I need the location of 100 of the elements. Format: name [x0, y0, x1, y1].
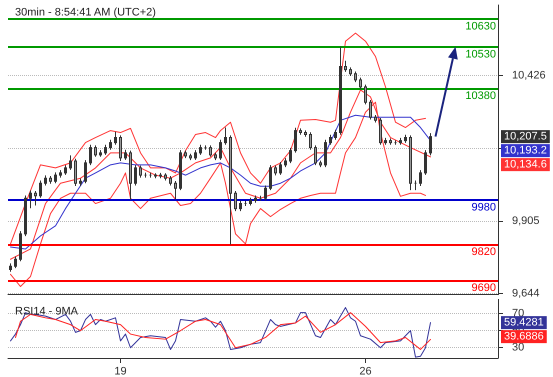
- candlestick: [229, 134, 232, 245]
- text: RSI14 - 9MA: [15, 306, 79, 318]
- x-tick-label: 26: [359, 366, 372, 377]
- candlestick: [94, 144, 97, 158]
- candlestick: [189, 153, 192, 161]
- candlestick: [139, 165, 142, 178]
- candlestick: [419, 170, 422, 187]
- candlestick: [144, 172, 147, 178]
- y-tick-label: 9,644: [512, 288, 540, 300]
- candlestick: [69, 154, 72, 170]
- candlestick: [79, 178, 82, 187]
- candlestick: [299, 128, 302, 136]
- ref-line-label: 10530: [465, 48, 496, 60]
- candlestick: [104, 144, 107, 156]
- candlestick: [244, 200, 247, 207]
- candlestick: [124, 149, 127, 160]
- candlestick: [84, 160, 87, 184]
- candlestick: [269, 164, 272, 191]
- candlestick: [39, 180, 42, 198]
- candlestick: [344, 60, 347, 72]
- candlestick: [119, 134, 122, 162]
- chart-title: 30min - 8:54:41 AM (UTC+2): [15, 6, 156, 18]
- candlestick: [149, 172, 152, 178]
- y-tick-label: 9,905: [512, 214, 540, 227]
- candlestick: [49, 175, 52, 184]
- candlestick: [314, 144, 317, 166]
- candlestick: [294, 127, 297, 154]
- candlestick: [384, 137, 387, 146]
- candlestick: [99, 150, 102, 158]
- candlestick: [9, 262, 12, 272]
- candlestick: [154, 172, 157, 179]
- candlestick: [199, 144, 202, 156]
- candlestick: [14, 256, 17, 269]
- candlestick: [239, 200, 242, 212]
- y-tick-label: 30: [512, 342, 524, 354]
- candlestick: [409, 134, 412, 191]
- candlestick: [179, 150, 182, 191]
- ref-line-label: 9690: [472, 282, 496, 294]
- candlestick: [404, 134, 407, 144]
- text: 10,193.2: [504, 144, 547, 157]
- candlestick: [214, 152, 217, 161]
- candlestick: [89, 144, 92, 166]
- candlestick: [319, 160, 322, 168]
- candlestick: [354, 71, 357, 83]
- candlestick: [219, 139, 222, 160]
- candlestick: [19, 230, 22, 262]
- candlestick: [109, 139, 112, 150]
- candlestick: [304, 130, 307, 138]
- candlestick: [369, 99, 372, 120]
- candlestick: [289, 147, 292, 164]
- candlestick: [34, 190, 37, 206]
- text: 10,134.6: [504, 158, 547, 171]
- candlestick: [209, 144, 212, 158]
- candlestick: [249, 197, 252, 206]
- candlestick: [399, 137, 402, 146]
- candlestick: [349, 66, 352, 77]
- candlestick: [194, 150, 197, 160]
- candlestick: [309, 132, 312, 150]
- y-tick-label: 10,426: [512, 70, 546, 82]
- candlestick: [24, 194, 27, 237]
- candlestick: [129, 150, 132, 200]
- candlestick: [374, 114, 377, 124]
- candlestick: [414, 180, 417, 191]
- line-series: [10, 114, 431, 250]
- candlestick: [174, 180, 177, 200]
- candlestick: [324, 139, 327, 168]
- x-tick-label: 19: [114, 366, 127, 377]
- candlestick: [364, 84, 367, 105]
- candlestick: [169, 175, 172, 186]
- candlestick: [164, 172, 167, 181]
- candlestick: [359, 77, 362, 90]
- text: 10,207.5: [504, 130, 547, 143]
- candlestick: [44, 174, 47, 186]
- candlestick: [184, 150, 187, 159]
- candlestick: [29, 190, 32, 209]
- text: 59.4281: [504, 316, 544, 329]
- candlestick: [329, 134, 332, 146]
- ref-line-label: 9820: [472, 246, 496, 258]
- candlestick: [134, 164, 137, 186]
- candlestick: [74, 158, 77, 187]
- ref-line-label: 10380: [465, 90, 496, 102]
- candlestick: [389, 138, 392, 146]
- candlestick: [59, 170, 62, 178]
- candlestick: [429, 132, 432, 156]
- candlestick: [339, 46, 342, 136]
- text: 39.6886: [504, 330, 544, 343]
- candlestick: [254, 194, 257, 204]
- candlestick: [424, 150, 427, 176]
- candlestick: [54, 172, 57, 184]
- candlestick: [224, 127, 227, 146]
- candlestick: [114, 131, 117, 146]
- line-series: [10, 307, 431, 358]
- candlestick: [234, 190, 237, 212]
- candlestick: [274, 165, 277, 176]
- candlestick: [264, 184, 267, 201]
- ref-line-label: 10630: [465, 20, 496, 32]
- candlestick: [334, 129, 337, 140]
- candlestick: [159, 172, 162, 179]
- candlestick: [284, 158, 287, 168]
- candlestick: [279, 162, 282, 176]
